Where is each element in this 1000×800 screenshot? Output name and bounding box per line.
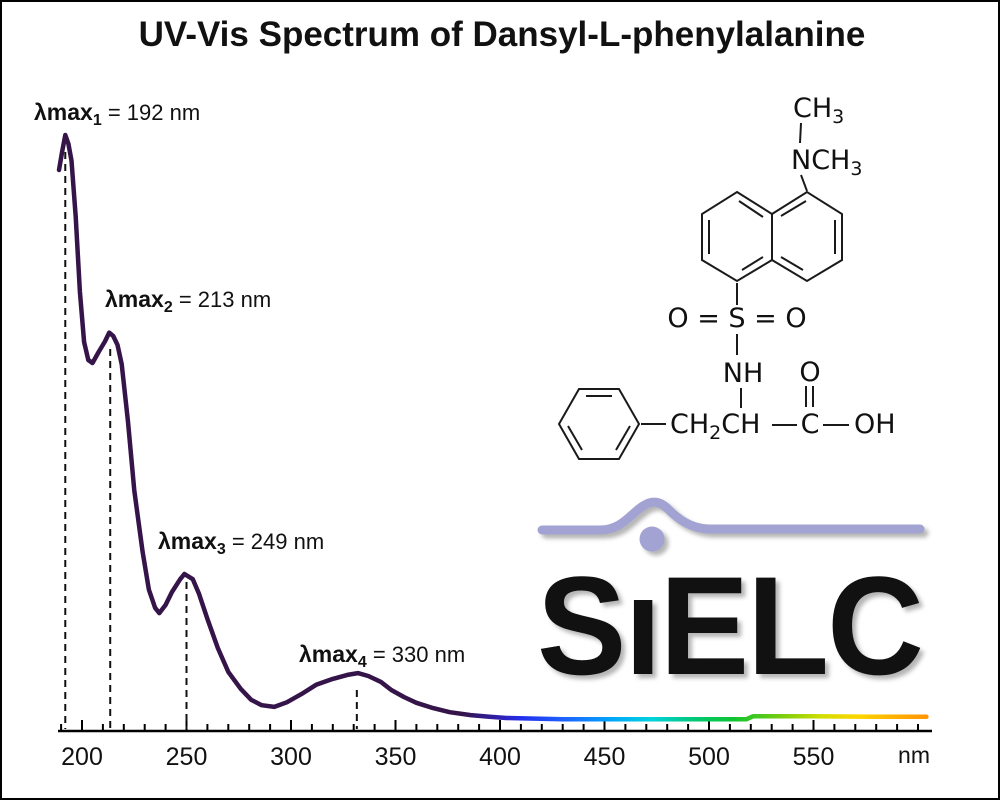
x-tick-label: 350 <box>375 743 417 771</box>
oh-label: OH <box>854 409 896 440</box>
carbonyl-o-label: O <box>799 357 820 388</box>
x-tick-label: 400 <box>479 743 521 771</box>
double-bond <box>567 425 583 451</box>
x-tick-label: 300 <box>270 743 312 771</box>
chart-title: UV-Vis Spectrum of Dansyl-L-phenylalanin… <box>139 15 866 54</box>
nh-label: NH <box>723 358 764 389</box>
x-tick-label: 250 <box>166 743 208 771</box>
sielc-logo: SıELC <box>537 497 925 704</box>
logo-chromatogram-peak-line <box>537 497 925 535</box>
molecule-structure <box>557 122 849 460</box>
x-tick-label: 550 <box>793 743 835 771</box>
ch3-label: CH3 <box>793 93 844 128</box>
x-tick-label: 200 <box>61 743 103 771</box>
carboxyl-c-label: C <box>801 409 820 440</box>
phenyl-ring <box>557 388 641 460</box>
absorbance-trace <box>56 132 929 722</box>
ch2ch-label: CH2CH <box>670 409 760 444</box>
double-bond <box>741 256 764 271</box>
naphthalene-right-ring <box>771 190 843 283</box>
peak-annotations: λmax1 = 192 nm λmax2 = 213 nm λmax3 = 249 … <box>34 99 465 729</box>
peak-label: λmax1 = 192 nm <box>34 99 200 129</box>
spectrum-curve <box>56 132 929 722</box>
logo-wordmark: SıELC <box>537 547 922 704</box>
x-axis: 200 250 300 350 400 450 500 550 <box>58 720 932 771</box>
bond-ch3-n <box>799 122 802 144</box>
double-bond <box>780 256 804 271</box>
naphthalene-left-ring <box>701 190 773 283</box>
logo-i-dot <box>639 526 665 552</box>
double-bond <box>780 200 807 217</box>
double-bond <box>615 425 631 451</box>
molecule-atom-labels: CH3 NCH3 O = S = O NH O CH2CH C OH <box>667 93 895 444</box>
double-bond <box>738 200 764 218</box>
peak-label: λmax3 = 249 nm <box>158 528 324 558</box>
peak-label: λmax4 = 330 nm <box>299 641 465 671</box>
peak-label: λmax2 = 213 nm <box>105 286 271 316</box>
sulfonyl-label: O = S = O <box>667 303 806 334</box>
x-tick-label: 500 <box>688 743 730 771</box>
x-axis-unit-label: nm <box>898 742 930 768</box>
nch3-label: NCH3 <box>791 145 862 180</box>
bond-n-ring <box>800 174 808 192</box>
x-tick-label: 450 <box>584 743 626 771</box>
